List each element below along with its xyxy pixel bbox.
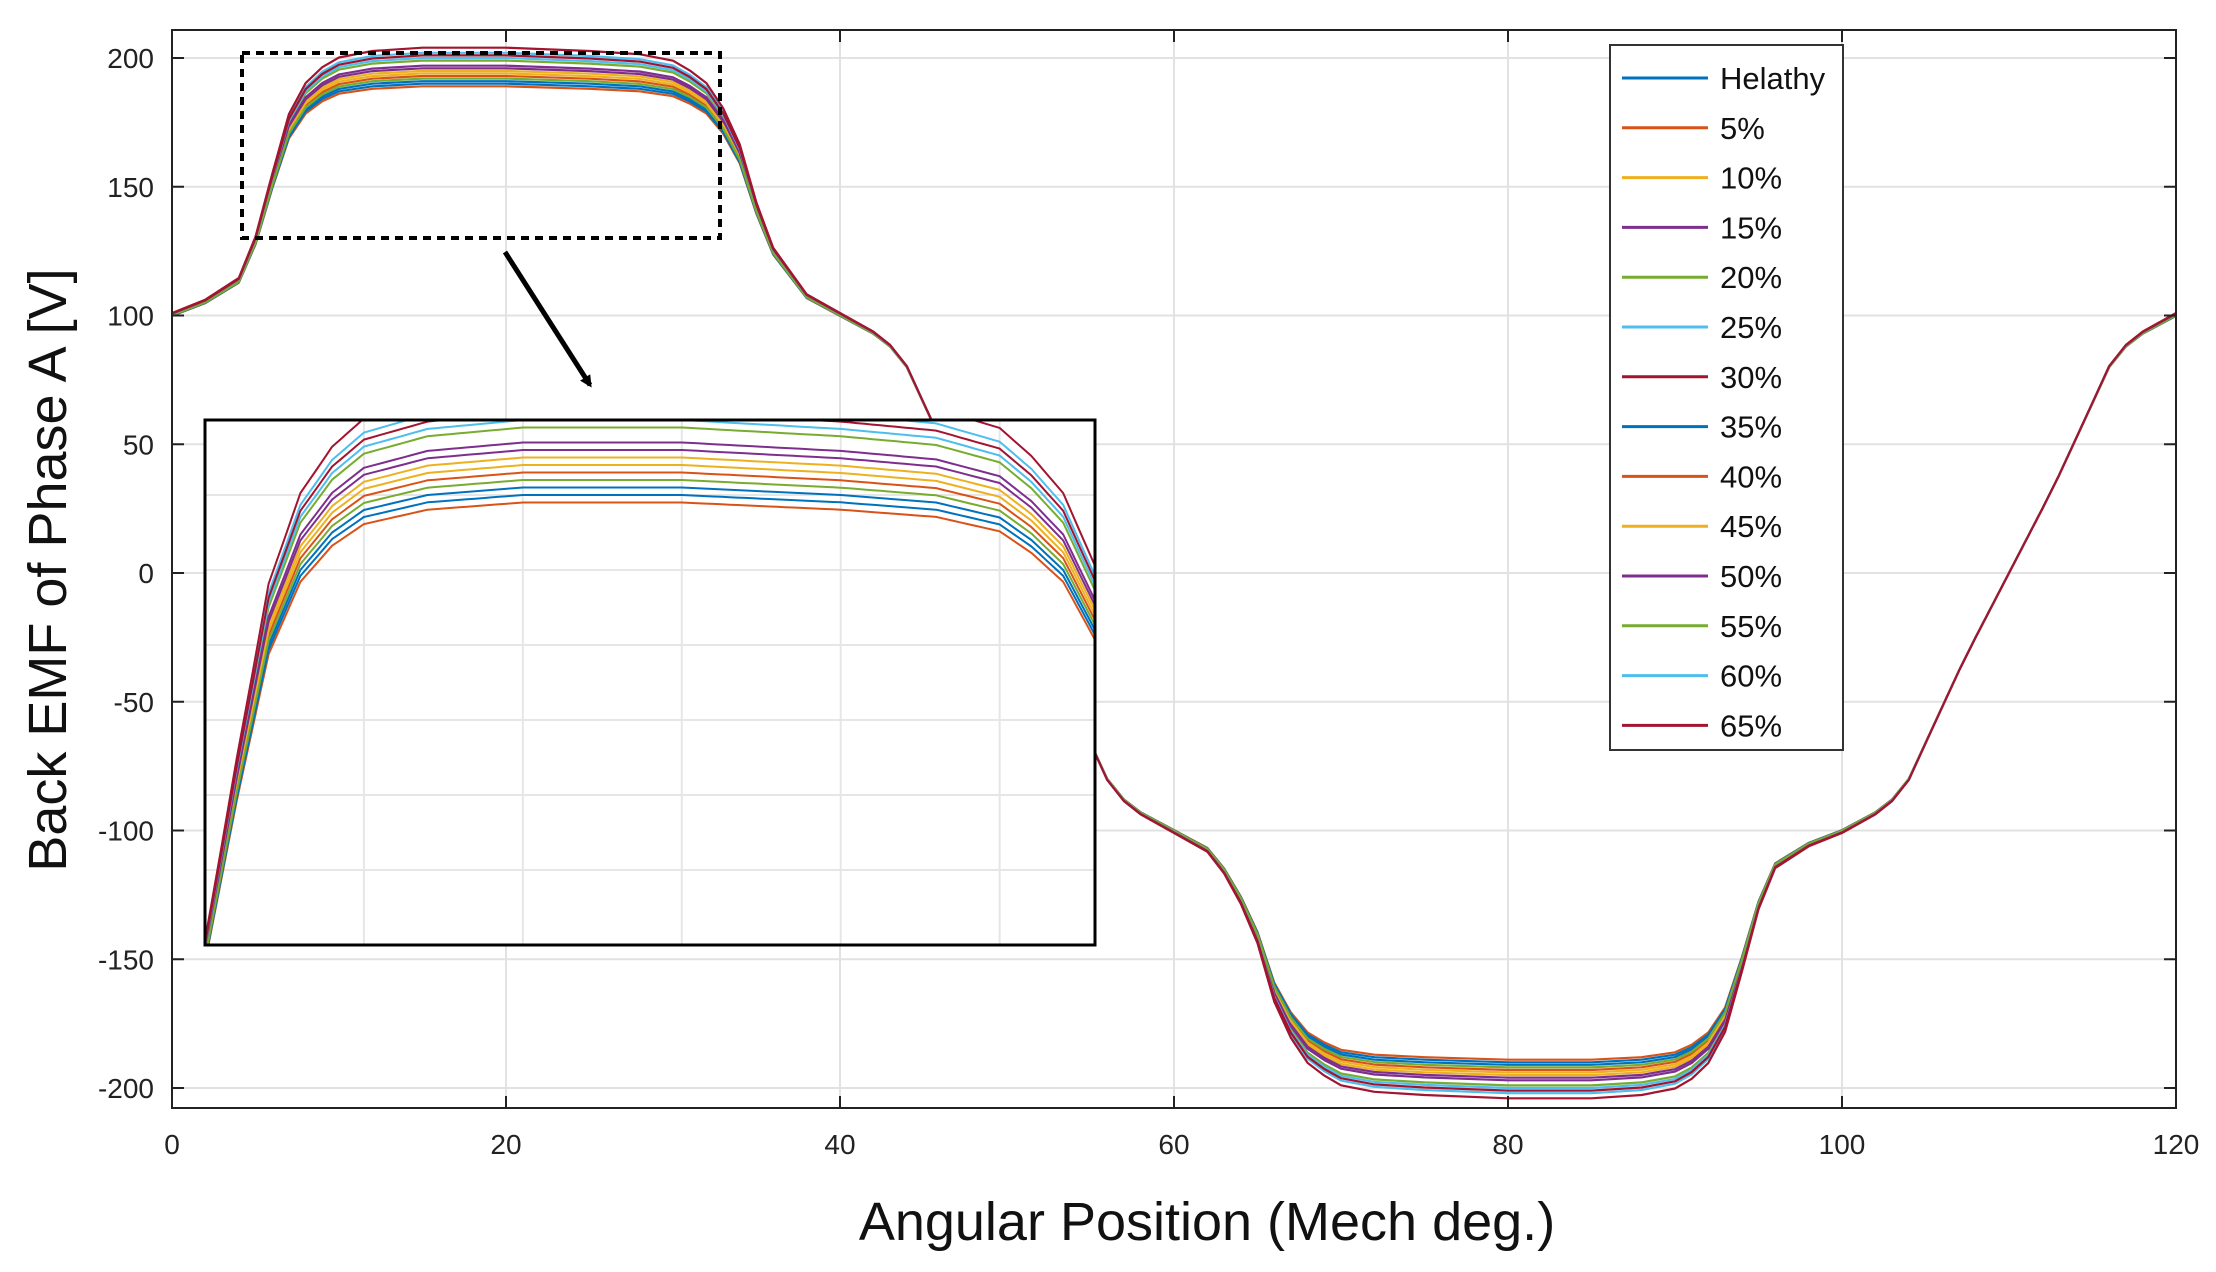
inset-grid-lines — [205, 420, 1095, 945]
y-tick-label: -100 — [98, 816, 154, 847]
inset-series-line-0 — [206, 486, 1095, 945]
inset-series-line-2 — [205, 456, 1095, 945]
x-tick-label: 0 — [164, 1129, 180, 1160]
legend-label-4: 20% — [1720, 260, 1782, 295]
inset-series-line-1 — [207, 501, 1095, 945]
y-tick-label: 100 — [107, 301, 154, 332]
inset-series-line-3 — [205, 449, 1095, 945]
legend-label-8: 40% — [1720, 459, 1782, 494]
x-axis-label: Angular Position (Mech deg.) — [859, 1192, 1555, 1252]
y-tick-label: -200 — [98, 1073, 154, 1104]
legend-label-5: 25% — [1720, 310, 1782, 345]
x-tick-label: 60 — [1158, 1129, 1189, 1160]
inset-series-line-10 — [205, 441, 1095, 945]
legend-label-1: 5% — [1720, 111, 1765, 146]
inset-series-line-7 — [207, 494, 1095, 945]
inset-series-line-5 — [205, 420, 1095, 944]
inset-series-line-12 — [205, 420, 1095, 945]
inset-series-line-8 — [206, 471, 1095, 945]
axis-ticks: 0 20 40 60 80 100 120 200 150 100 50 0 -50 -100 -150 -2… — [98, 30, 2199, 1160]
inset-series-lines — [205, 420, 1095, 945]
legend-label-12: 60% — [1720, 659, 1782, 694]
y-axis-label: Back EMF of Phase A [V] — [18, 268, 78, 871]
inset-series-line-9 — [205, 464, 1095, 945]
legend-label-9: 45% — [1720, 509, 1782, 544]
legend-label-2: 10% — [1720, 161, 1782, 196]
legend-label-13: 65% — [1720, 708, 1782, 743]
x-tick-label: 80 — [1492, 1129, 1523, 1160]
inset-series-line-13 — [205, 420, 1095, 945]
legend-label-6: 30% — [1720, 360, 1782, 395]
inset-background — [205, 420, 1095, 945]
inset-series-line-6 — [205, 420, 1095, 941]
y-tick-label: 0 — [138, 558, 154, 589]
inset-series-line-4 — [205, 426, 1095, 945]
legend-label-0: Helathy — [1720, 61, 1826, 96]
y-tick-label: 200 — [107, 43, 154, 74]
legend-label-7: 35% — [1720, 410, 1782, 445]
x-tick-label: 120 — [2153, 1129, 2200, 1160]
inset-frame — [203, 418, 1097, 947]
x-tick-label: 20 — [490, 1129, 521, 1160]
legend-label-10: 50% — [1720, 559, 1782, 594]
x-tick-label: 100 — [1819, 1129, 1866, 1160]
series-line-13 — [172, 54, 2176, 1092]
legend-box — [1609, 44, 1844, 751]
y-tick-label: 50 — [123, 429, 154, 460]
series-lines — [172, 46, 2176, 1100]
legend-label-3: 15% — [1720, 210, 1782, 245]
y-tick-label: 150 — [107, 172, 154, 203]
x-tick-label: 40 — [824, 1129, 855, 1160]
legend-label-11: 55% — [1720, 609, 1782, 644]
legend: Helathy 5% 10% 15% 20% 25% 30% 35% 40% 45% 50% 55% 6… — [1622, 61, 1826, 743]
zoom-region-box — [240, 51, 722, 240]
inset-series-line-11 — [206, 479, 1095, 945]
y-tick-label: -150 — [98, 944, 154, 975]
zoom-arrow — [502, 250, 593, 388]
y-tick-label: -50 — [114, 687, 154, 718]
